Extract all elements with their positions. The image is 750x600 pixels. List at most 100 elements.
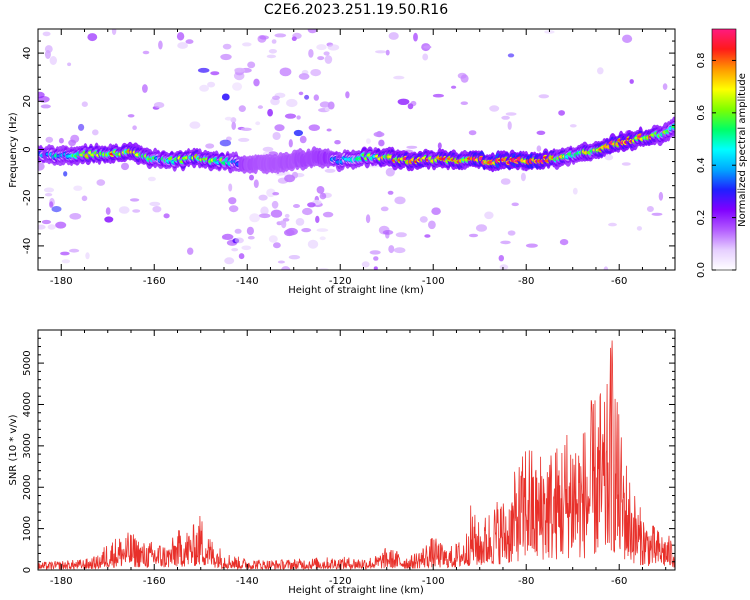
spectrogram-noise-blob xyxy=(323,51,330,56)
spectrogram-noise-blob xyxy=(501,115,510,120)
spectrogram-noise-blob xyxy=(149,201,161,207)
spectrogram-noise-blob xyxy=(507,230,516,236)
spectrogram-noise-blob xyxy=(70,134,80,143)
snr-x-tick-label: -140 xyxy=(236,576,259,587)
spectrogram-noise-blob xyxy=(298,91,304,96)
spectrogram-noise-blob xyxy=(393,247,406,254)
spectrogram-noise-blob xyxy=(40,104,51,109)
colorbar-tick-label: 0.4 xyxy=(696,157,707,173)
spectrogram-noise-blob xyxy=(38,91,45,99)
spectrogram-noise-blob xyxy=(220,53,232,61)
spectrogram-noise-blob xyxy=(288,255,301,260)
spectrogram-noise-blob xyxy=(468,130,477,136)
spectrogram-noise-blob xyxy=(55,221,67,229)
spectrogram-noise-blob xyxy=(324,55,333,64)
spectrogram-noise-blob xyxy=(407,103,414,110)
spectrogram-noise-blob xyxy=(597,67,604,75)
spectrogram-y-ticks: -40 -20 0 20 40 xyxy=(22,28,675,271)
spectrogram-noise-blob xyxy=(326,128,332,132)
spectrogram-noise-blob xyxy=(49,56,57,65)
spectrogram-noise-blob xyxy=(45,136,54,143)
spectrogram-noise-blob xyxy=(432,93,444,98)
spectrogram-noise-blob xyxy=(319,101,331,108)
spectrogram-noise-blob xyxy=(272,132,281,140)
spectrogram-noise-blob xyxy=(419,216,428,223)
snr-y-tick-label: 2000 xyxy=(22,475,33,500)
spectrogram-noise-blob xyxy=(380,206,389,212)
spectrogram-noise-blob xyxy=(247,61,256,69)
spectrogram-noise-blob xyxy=(286,98,298,108)
spectrogram-noise-blob xyxy=(67,62,72,67)
spectrogram-noise-blob xyxy=(189,121,201,129)
spectrogram-noise-blob xyxy=(78,123,85,131)
spectrogram-y-tick-label: 20 xyxy=(22,95,33,108)
spectrogram-noise-blob xyxy=(268,235,278,243)
spectrogram-noise-blob xyxy=(38,224,46,230)
spectrogram-noise-blob xyxy=(302,207,313,216)
spectrogram-noise-blob xyxy=(87,33,98,42)
spectrogram-noise-blob xyxy=(315,215,320,223)
spectrogram-noise-blob xyxy=(319,236,326,241)
snr-y-tick-label: 3000 xyxy=(22,433,33,458)
spectrogram-noise-blob xyxy=(651,212,663,216)
spectrogram-noise-blob xyxy=(317,56,325,61)
spectrogram-noise-blob xyxy=(316,186,325,194)
spectrogram-noise-blob xyxy=(176,32,185,41)
colorbar-tick-label: 0.8 xyxy=(696,52,707,68)
spectrogram-noise-blob xyxy=(238,105,246,112)
snr-y-tick-label: 1000 xyxy=(22,516,33,541)
spectrogram-noise-blob xyxy=(224,116,233,121)
spectrogram-noise-blob xyxy=(500,240,511,245)
spectrogram-noise-blob xyxy=(345,91,350,99)
spectrogram-noise-blob xyxy=(629,79,634,84)
spectrogram-noise-blob xyxy=(242,42,252,47)
snr-frame xyxy=(37,329,676,571)
snr-x-tick-label: -160 xyxy=(143,576,166,587)
spectrogram-noise-blob xyxy=(284,213,290,218)
spectrogram-noise-blob xyxy=(199,84,210,92)
spectrogram-noise-blob xyxy=(299,135,307,144)
spectrogram-x-tick-label: -80 xyxy=(518,276,534,287)
snr-x-tick-label: -100 xyxy=(422,576,445,587)
colorbar-ticks: 0.0 0.2 0.4 0.6 0.8 xyxy=(696,52,736,278)
spectrogram-noise-blob xyxy=(177,42,189,49)
spectrogram-noise-blob xyxy=(365,214,371,224)
spectrogram-y-tick-label: 0 xyxy=(22,146,33,152)
spectrogram-noise-blob xyxy=(105,207,111,215)
spectrogram-noise-blob xyxy=(319,192,327,200)
spectrogram-noise-blob xyxy=(234,237,244,244)
spectrogram-noise-blob xyxy=(388,245,395,254)
spectrogram-noise-blob xyxy=(274,124,285,132)
spectrogram-noise-blob xyxy=(310,69,322,77)
spectrogram-noise-blob xyxy=(369,250,381,255)
spectrogram-noise-blob xyxy=(221,93,230,101)
spectrogram-noise-blob xyxy=(118,206,130,214)
snr-y-tick-label: 0 xyxy=(22,567,33,573)
spectrogram-noise-blob xyxy=(307,202,316,208)
spectrogram-noise-blob xyxy=(147,176,156,182)
spectrogram-noise-blob xyxy=(507,121,512,130)
spectrogram-noise-blob xyxy=(308,49,314,58)
spectrogram-noise-blob xyxy=(228,197,237,205)
figure-title: C2E6.2023.251.19.50.R16 xyxy=(264,2,448,18)
spectrogram-noise-blob xyxy=(288,139,293,148)
spectrogram-noise-blob xyxy=(293,129,303,137)
spectrogram-noise-blob xyxy=(142,50,150,55)
spectrogram-noise-blob xyxy=(104,216,114,223)
spectrogram-noise-blob xyxy=(241,245,252,251)
spectrogram-noise-blob xyxy=(373,266,378,270)
spectrogram-noise-blob xyxy=(273,242,281,249)
spectrogram-noise-blob xyxy=(324,168,336,173)
spectrogram-noise-blob xyxy=(158,40,163,50)
spectrogram-noise-blob xyxy=(249,174,254,181)
spectrogram-noise-blob xyxy=(271,200,279,209)
spectrogram-noise-blob xyxy=(60,251,70,256)
spectrogram-noise-blob xyxy=(295,218,305,226)
spectrogram-noise-blob xyxy=(291,36,297,41)
spectrogram-noise-blob xyxy=(468,233,479,238)
spectrogram-noise-blob xyxy=(253,78,260,87)
snr-line xyxy=(38,340,675,570)
spectrogram-noise-blob xyxy=(210,71,220,76)
snr-y-tick-label: 4000 xyxy=(22,392,33,417)
